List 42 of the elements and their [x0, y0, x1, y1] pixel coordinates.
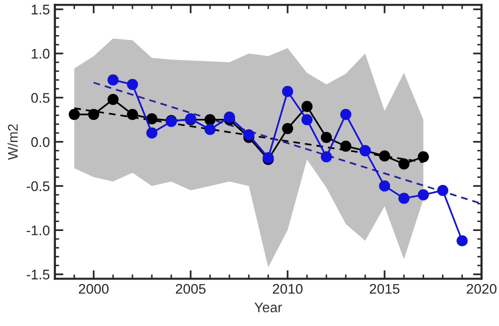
- y-tick-label: -1.0: [26, 225, 50, 236]
- point: [379, 180, 390, 192]
- point: [224, 112, 235, 123]
- x-tick-label: 2005: [176, 284, 206, 294]
- point: [204, 124, 216, 135]
- point: [398, 192, 410, 204]
- y-tick-label: -0.5: [26, 181, 50, 192]
- x-tick-label: 2020: [466, 284, 496, 294]
- point: [282, 86, 294, 98]
- point: [437, 184, 448, 196]
- point: [108, 74, 119, 86]
- point: [146, 127, 158, 139]
- point: [204, 114, 216, 126]
- point: [88, 108, 100, 120]
- x-tick-label: 2000: [78, 284, 109, 294]
- point: [456, 235, 468, 246]
- point: [146, 113, 158, 124]
- point: [320, 132, 332, 143]
- x-axis-title: Year: [254, 302, 282, 312]
- x-tick-label: 2010: [272, 284, 303, 294]
- x-tick-label: 2015: [370, 284, 400, 294]
- point: [301, 100, 313, 112]
- point: [379, 150, 390, 162]
- y-tick-label: 1.5: [32, 4, 50, 14]
- y-tick-label: 0.5: [31, 92, 50, 103]
- y-axis-title: W/m2: [8, 124, 18, 160]
- y-tick-label: 1.0: [32, 48, 50, 59]
- point: [418, 151, 429, 162]
- point: [418, 189, 429, 200]
- point: [108, 94, 119, 105]
- point: [398, 158, 410, 170]
- point: [340, 140, 352, 152]
- point: [340, 108, 352, 120]
- point: [243, 129, 254, 140]
- point: [320, 151, 332, 162]
- y-tick-label: 0.0: [31, 137, 50, 147]
- point: [126, 108, 138, 120]
- point: [301, 114, 313, 126]
- point: [126, 78, 138, 90]
- y-tick-label: -1.5: [26, 270, 50, 280]
- point: [68, 108, 80, 120]
- point: [282, 123, 294, 134]
